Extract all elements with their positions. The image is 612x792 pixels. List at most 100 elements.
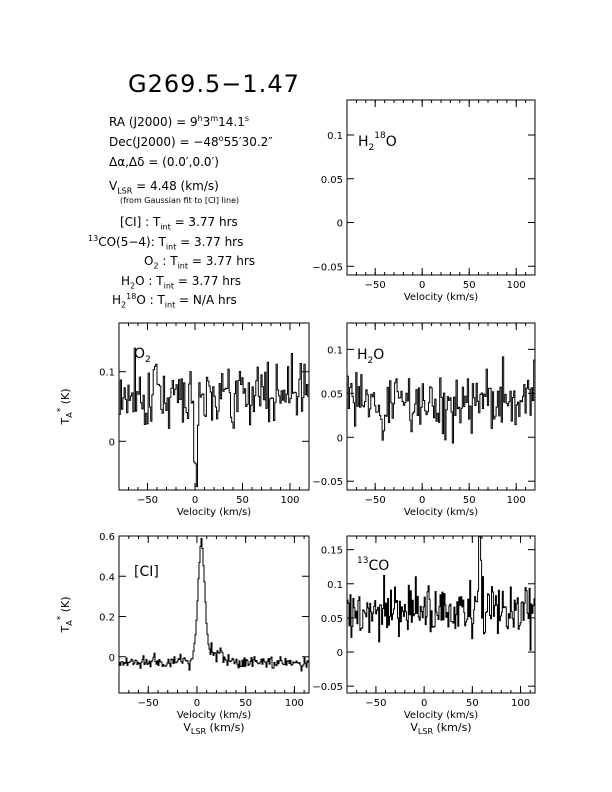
int-row-h218o: H218O : Tint = N/A hrs [112,292,237,309]
int-lsub: 2 [121,300,127,310]
int-t: T [152,215,161,229]
ra-mid1: 3 [202,115,211,129]
x-tick-label: 0 [194,698,200,709]
x-tick-label: −50 [137,495,158,506]
y-tick-label: 0.05 [321,175,343,186]
ra-prefix: RA (J2000) = 9 [109,115,198,129]
y-tick-label: 0 [337,219,343,230]
int-value: = 3.77 hrs [170,215,238,229]
y-tick-label: 0.05 [321,614,343,625]
y-tick-label: 0.15 [321,546,343,557]
int-lsub: 2 [153,261,159,271]
spectrum-line [119,347,309,488]
spectrum-line [347,356,535,444]
int-t: T [157,293,165,307]
panel-label: [CI] [134,564,159,580]
int-sub: int [164,300,176,310]
x-tick-label: 100 [280,495,299,506]
int-t: T [156,274,164,288]
dec-line: Dec(J2000) = −48o55′30.2″ [109,134,273,149]
panel-label: H2O [357,347,384,366]
panel-13co: −50 0 50 100 −0.05 0 0.05 0.1 0.15 Velocity (km/s… [312,535,536,736]
y-tick-label: 0 [109,653,115,664]
vlsr-v: V [109,179,118,193]
panel-ci: −50 0 50 100 0 0.2 0.4 0.6 Velocity (km/s)VLSR (… [56,532,310,736]
y-tick-label: 0 [109,437,115,448]
int-sub: int [163,281,175,291]
int-row-13co: 13CO(5−4): Tint = 3.77 hrs [88,234,243,251]
y-tick-label: −0.05 [312,262,343,273]
panel-label: H218O [358,131,397,153]
x-tick-label: 0 [192,495,198,506]
x-tick-label: 100 [511,698,530,709]
int-value: = 3.77 hrs [176,235,244,249]
int-lsub: 2 [130,281,136,291]
int-label2: : [158,254,167,268]
int-sub: int [165,242,177,252]
vlsr-axis-label: VLSR (km/s) [183,721,244,736]
plot-frame [346,99,536,276]
vlsr-sub: LSR [117,186,133,196]
int-label: CO(5−4): [98,235,155,249]
y-tick-label: 0.4 [99,572,115,583]
x-axis-label: Velocity (km/s) [177,710,251,721]
int-sup: 13 [88,234,99,243]
y-tick-label: 0.6 [99,532,115,543]
ra-h: h [197,114,203,123]
x-tick-label: 50 [463,280,476,291]
x-tick-label: 100 [285,698,304,709]
y-tick-label: −0.05 [312,682,343,693]
int-t: T [158,235,166,249]
y-axis-label: TA* (K) [56,596,74,633]
int-label: H [112,293,122,307]
x-axis-label: Velocity (km/s) [404,507,478,518]
ra-s: s [244,114,250,123]
ra-line: RA (J2000) = 9h3m14.1s [109,114,249,129]
x-tick-label: 50 [466,698,479,709]
y-tick-label: 0.2 [99,613,115,624]
int-label: H [121,274,131,288]
panel-h2_18o: −50 0 50 100 −0.05 0 0.05 0.1 Velocity (km/s) H21… [312,99,536,303]
x-tick-label: −50 [365,280,386,291]
x-tick-label: 0 [419,280,425,291]
int-row-o2: O2 : Tint = 3.77 hrs [144,254,255,270]
panel-label: 13CO [357,556,389,574]
y-tick-label: −0.05 [312,477,343,488]
panel-label: O2 [134,346,151,365]
offset-line: Δα,Δδ = (0.0′,0.0′) [109,155,219,169]
x-tick-label: 0 [421,698,427,709]
int-value: = N/A hrs [175,293,237,307]
dec-deg: o [218,134,224,143]
dec-rest: 55′30.2″ [223,135,273,149]
y-tick-label: 0.1 [327,131,343,142]
int-sub: int [160,222,171,232]
x-tick-label: −50 [365,698,386,709]
ra-m: m [210,114,219,123]
vlsr-line: VLSR = 4.48 (km/s) [109,179,219,195]
int-sub: int [177,261,189,271]
plot-frame [346,535,536,694]
x-tick-label: 100 [507,280,526,291]
y-tick-label: 0.1 [327,345,343,356]
x-axis-label: Velocity (km/s) [404,710,478,721]
ra-mid2: 14.1 [218,115,245,129]
panel-h2o: −50 0 50 100 −0.05 0 0.05 0.1 Velocity (km/s) H2O [312,322,536,518]
x-tick-label: 50 [236,495,249,506]
x-tick-label: 100 [507,495,526,506]
y-tick-label: 0 [337,433,343,444]
fit-note: (from Gaussian fit to [CI] line) [120,196,240,205]
x-tick-label: −50 [138,698,159,709]
int-label2: O : [135,274,153,288]
y-axis-label: TA* (K) [56,388,74,425]
int-label: [CI] : [120,215,150,229]
spectrum-line [347,535,535,651]
dec-prefix: Dec(J2000) = −48 [109,135,219,149]
y-tick-label: 0 [337,648,343,659]
vlsr-axis-label: VLSR (km/s) [410,721,471,736]
int-value: = 3.77 hrs [188,254,256,268]
int-row-h2o: H2O : Tint = 3.77 hrs [121,274,241,290]
y-tick-label: 0.05 [321,389,343,400]
x-tick-label: 50 [463,495,476,506]
int-t: T [170,254,178,268]
